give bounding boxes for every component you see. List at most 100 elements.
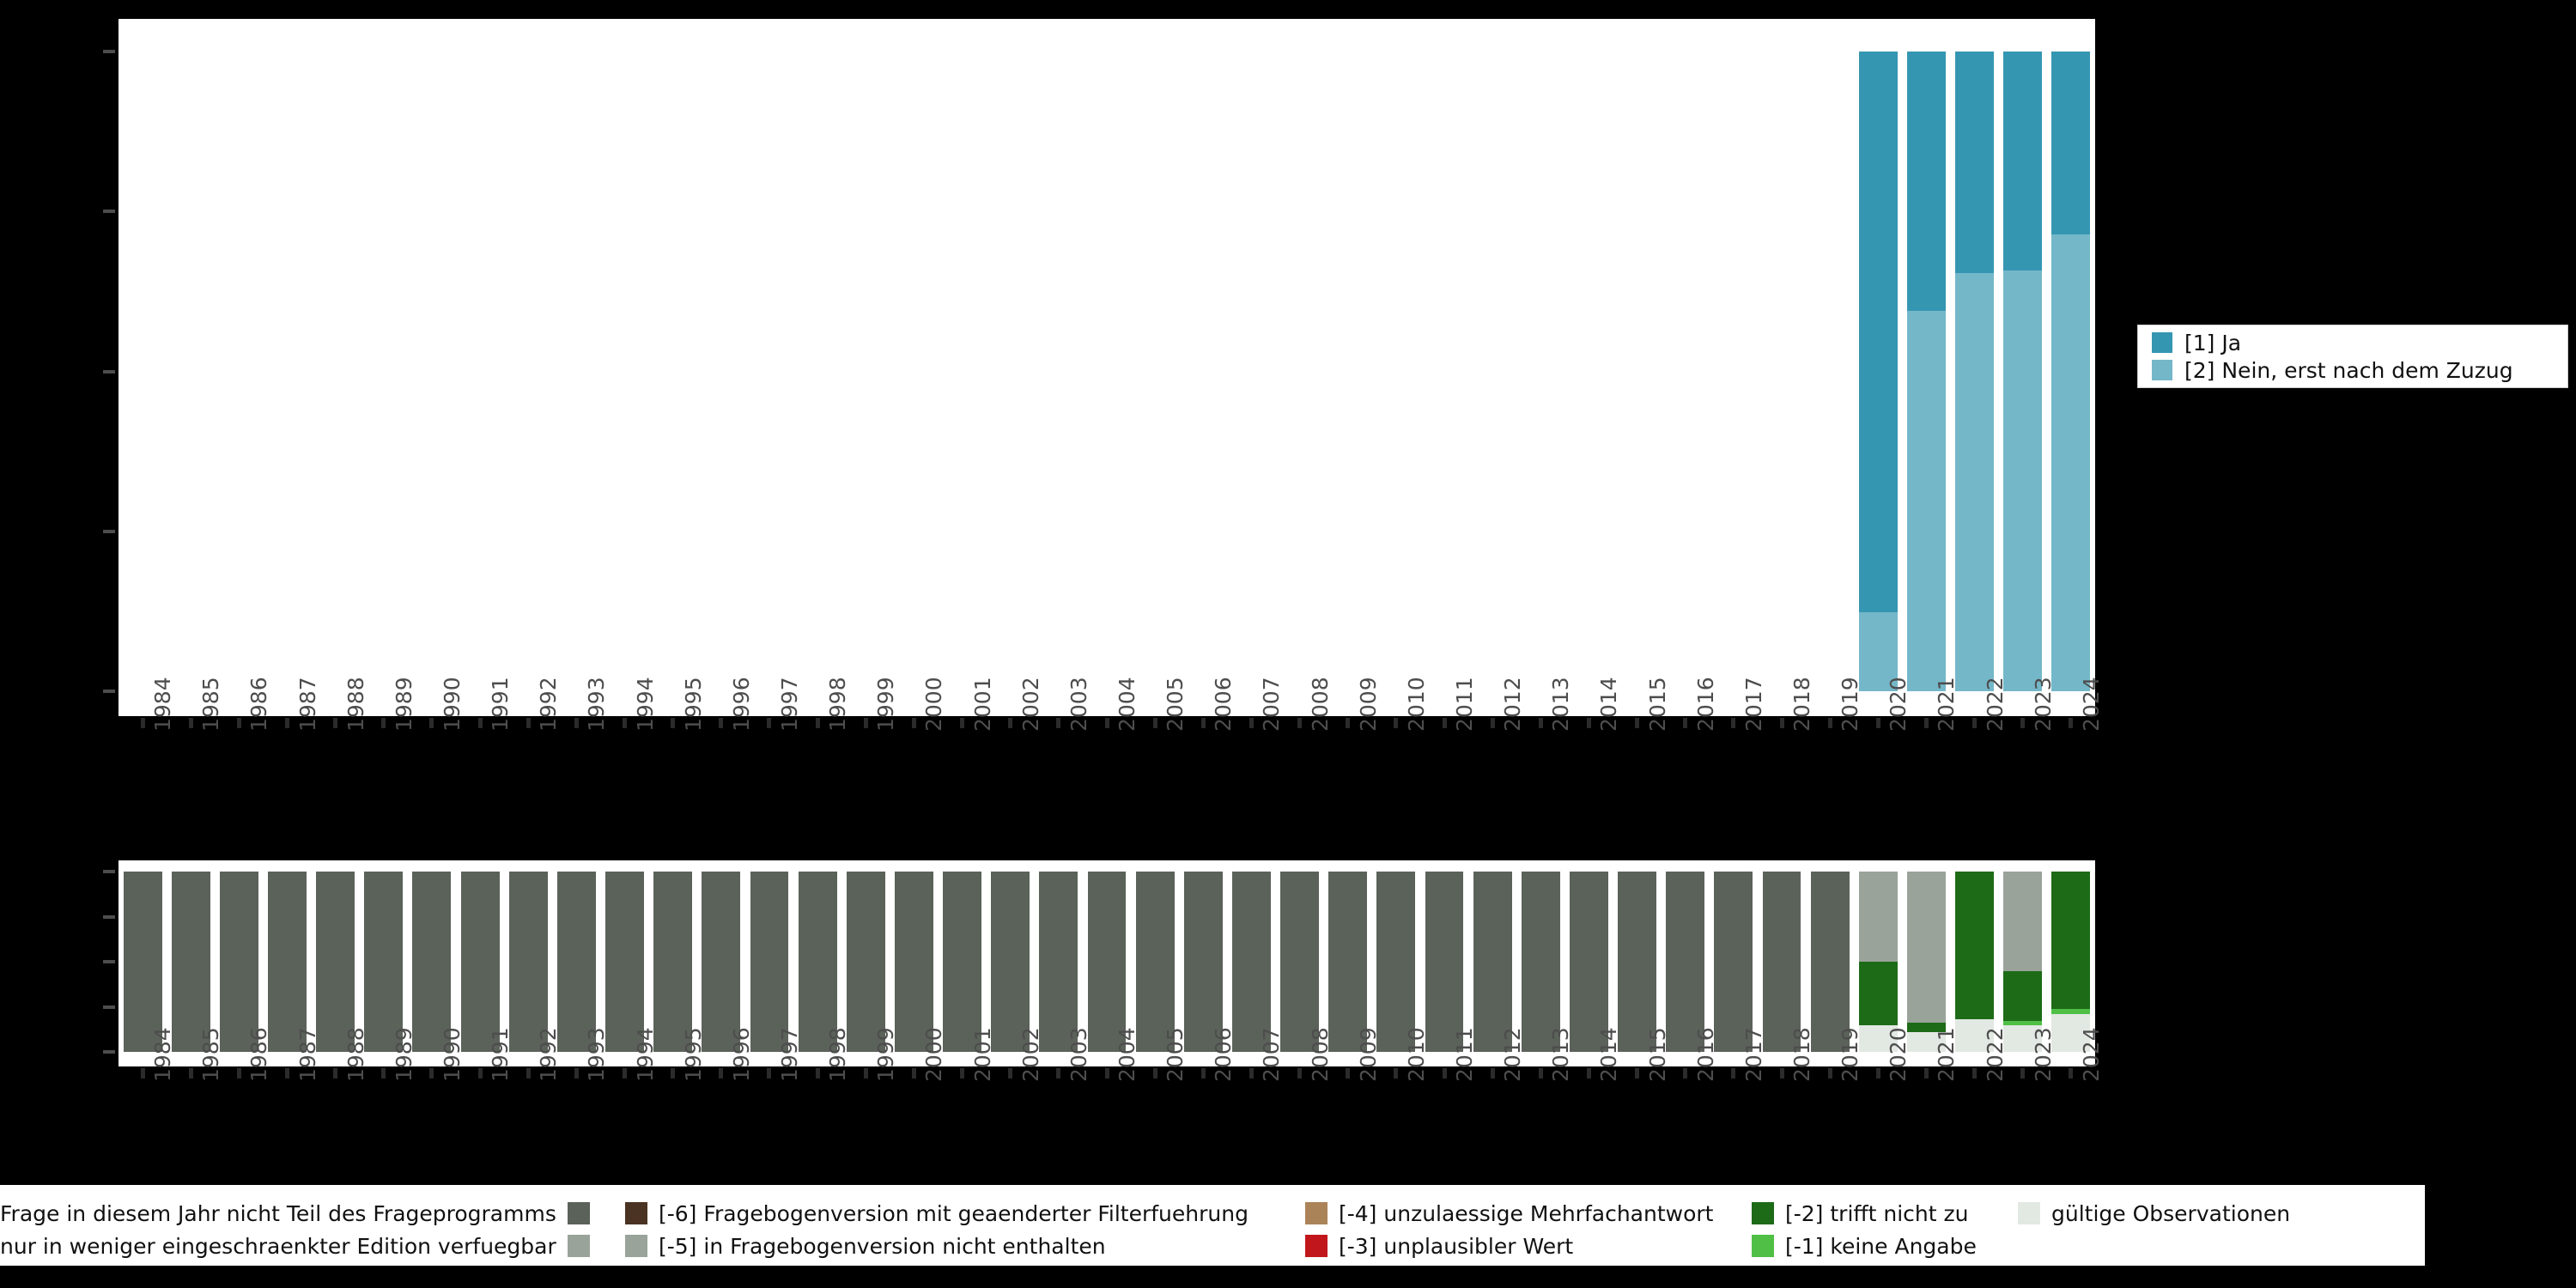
quality-bar-segment [2051, 872, 2091, 1009]
main-x-tick-mark [815, 718, 820, 728]
quality-bar-1990 [412, 872, 452, 1052]
main-x-tick-label-2020: 2020 [1886, 677, 1911, 732]
quality-bar-segment [943, 872, 981, 1052]
main-x-tick-label-1989: 1989 [391, 677, 416, 732]
quality-x-tick-mark [1875, 1068, 1880, 1078]
main-x-tick-mark [863, 718, 868, 728]
quality-bar-segment [364, 872, 404, 1052]
quality-x-tick-mark [960, 1068, 965, 1078]
quality-bar-segment [412, 872, 452, 1052]
quality-y-tick-mark [103, 960, 115, 963]
main-x-tick-mark [1056, 718, 1061, 728]
value-legend-item[interactable]: [1] Ja [2152, 331, 2554, 355]
quality-x-tick-label-1991: 1991 [488, 1027, 513, 1082]
main-bar-segment [1955, 52, 1995, 273]
main-x-tick-label-2022: 2022 [1982, 677, 2008, 732]
quality-bar-segment [846, 872, 885, 1052]
quality-bar-1997 [750, 872, 789, 1052]
quality-bar-2004 [1087, 872, 1127, 1052]
quality-x-tick-mark [1346, 1068, 1351, 1078]
quality-bar-1994 [605, 872, 644, 1052]
quality-bar-2003 [1039, 872, 1078, 1052]
quality-x-tick-mark [863, 1068, 868, 1078]
main-x-tick-mark [960, 718, 965, 728]
quality-x-tick-mark [1394, 1068, 1399, 1078]
quality-x-tick-label-1987: 1987 [295, 1027, 320, 1082]
quality-bar-segment [1907, 872, 1946, 1024]
quality-legend-swatch-icon [625, 1235, 647, 1257]
quality-bar-segment [1570, 872, 1608, 1052]
quality-x-tick-label-1995: 1995 [680, 1027, 706, 1082]
quality-legend-item[interactable]: [-6] Fragebogenversion mit geaenderter F… [625, 1200, 1249, 1226]
quality-x-tick-label-2023: 2023 [2030, 1027, 2056, 1082]
main-x-tick-mark [1972, 718, 1978, 728]
quality-bar-segment [2003, 1024, 2043, 1052]
quality-x-tick-label-2018: 2018 [1789, 1027, 1815, 1082]
quality-legend-item[interactable]: [-5] in Fragebogenversion nicht enthalte… [625, 1233, 1106, 1259]
main-x-tick-label-1999: 1999 [873, 677, 899, 732]
quality-legend-swatch-icon [567, 1202, 590, 1224]
quality-bar-segment [2051, 1013, 2091, 1052]
quality-bar-1999 [846, 872, 885, 1052]
quality-bar-segment [1858, 872, 1898, 962]
quality-bar-segment [1521, 872, 1560, 1052]
quality-x-tick-label-2002: 2002 [1018, 1027, 1043, 1082]
quality-bar-2008 [1280, 872, 1320, 1052]
quality-x-tick-label-2014: 2014 [1596, 1027, 1622, 1082]
quality-bar-segment [316, 872, 355, 1052]
quality-x-tick-label-2007: 2007 [1259, 1027, 1285, 1082]
quality-bar-2022 [1955, 872, 1995, 1052]
quality-x-tick-label-2012: 2012 [1500, 1027, 1526, 1082]
quality-legend-label: gültige Observationen [2051, 1200, 2291, 1226]
quality-bar-segment [1328, 872, 1368, 1052]
quality-x-tick-mark [477, 1068, 483, 1078]
quality-x-tick-mark [2069, 1068, 2074, 1078]
quality-legend-item[interactable]: [-2] trifft nicht zu [1752, 1200, 1968, 1226]
quality-bar-segment [991, 872, 1030, 1052]
quality-x-tick-mark [767, 1068, 772, 1078]
quality-bar-1995 [653, 872, 693, 1052]
main-x-tick-label-2015: 2015 [1644, 677, 1670, 732]
quality-legend-label: [-3] unplausibler Wert [1339, 1233, 1574, 1259]
quality-legend-item[interactable]: [-4] unzulaessige Mehrfachantwort [1305, 1200, 1713, 1226]
quality-legend-item[interactable]: [-3] unplausibler Wert [1305, 1233, 1573, 1259]
main-bar-2021 [1907, 52, 1946, 691]
quality-legend-label: [-5] in Fragebogenversion nicht enthalte… [659, 1233, 1106, 1259]
quality-y-tick-mark [103, 1050, 115, 1054]
quality-bar-segment [1907, 1031, 1946, 1052]
quality-x-tick-label-2016: 2016 [1692, 1027, 1718, 1082]
quality-x-tick-mark [574, 1068, 579, 1078]
main-x-tick-mark [477, 718, 483, 728]
main-x-tick-label-2012: 2012 [1500, 677, 1526, 732]
quality-x-tick-label-1984: 1984 [150, 1027, 176, 1082]
quality-x-tick-label-2005: 2005 [1163, 1027, 1188, 1082]
main-x-tick-mark [1586, 718, 1591, 728]
quality-x-tick-label-1996: 1996 [728, 1027, 754, 1082]
quality-bar-1985 [171, 872, 210, 1052]
quality-bar-2002 [991, 872, 1030, 1052]
quality-legend-item[interactable]: Frage in diesem Jahr nicht Teil des Frag… [0, 1200, 590, 1226]
quality-bar-segment [2003, 1021, 2043, 1025]
value-legend-item[interactable]: [2] Nein, erst nach dem Zuzug [2152, 358, 2554, 383]
main-x-tick-mark [1635, 718, 1640, 728]
quality-x-tick-label-2019: 2019 [1838, 1027, 1863, 1082]
quality-legend-item[interactable]: gültige Observationen [2018, 1200, 2290, 1226]
quality-bar-segment [2051, 1008, 2091, 1014]
main-bars-container [118, 52, 2095, 691]
quality-x-tick-mark [236, 1068, 241, 1078]
quality-x-tick-mark [1923, 1068, 1929, 1078]
quality-legend-item[interactable]: [-1] keine Angabe [1752, 1233, 1977, 1259]
quality-x-tick-mark [140, 1068, 145, 1078]
quality-x-tick-label-2001: 2001 [969, 1027, 995, 1082]
main-x-tick-mark [1490, 718, 1495, 728]
quality-x-tick-mark [1731, 1068, 1736, 1078]
quality-legend-swatch-icon [1752, 1235, 1774, 1257]
quality-x-tick-label-2000: 2000 [921, 1027, 947, 1082]
quality-bar-2011 [1425, 872, 1464, 1052]
main-x-tick-mark [1731, 718, 1736, 728]
main-x-tick-mark [1346, 718, 1351, 728]
quality-legend-item[interactable]: nur in weniger eingeschraenkter Edition … [0, 1233, 590, 1259]
distribution-chart-panel: 0%25%50%75%100%1984198519861987198819891… [0, 0, 2104, 756]
quality-legend-label: Frage in diesem Jahr nicht Teil des Frag… [0, 1200, 556, 1226]
quality-bar-2020 [1858, 872, 1898, 1052]
